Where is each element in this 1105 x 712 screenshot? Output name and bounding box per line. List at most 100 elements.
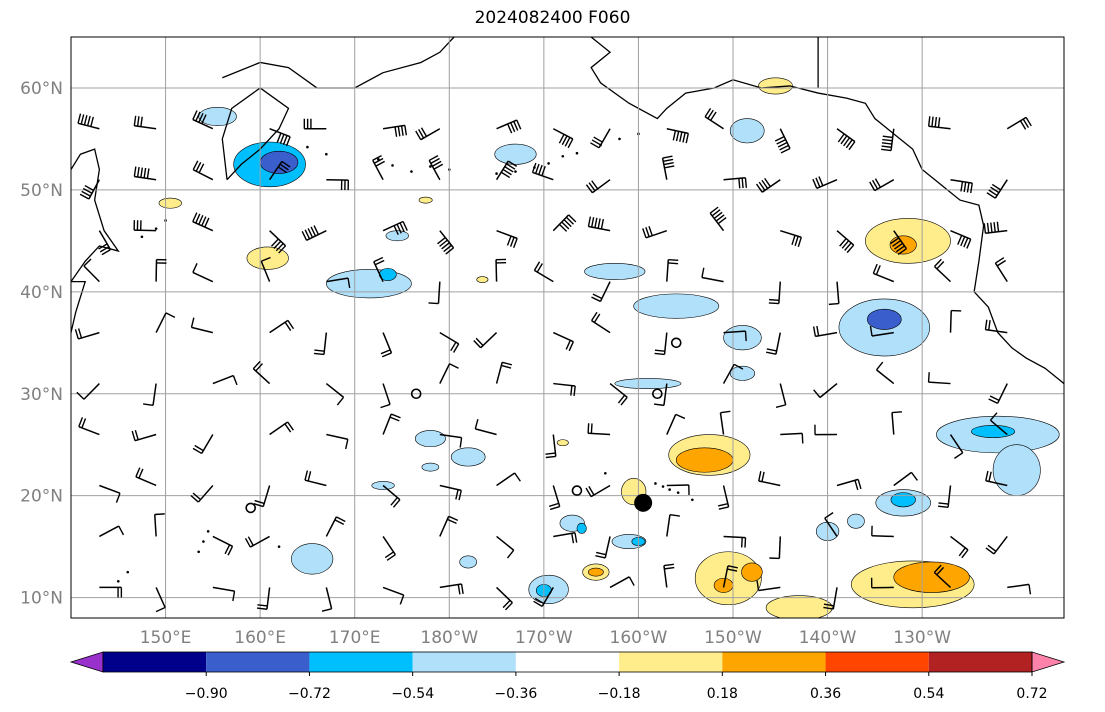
wind-barb bbox=[775, 383, 787, 409]
wind-barb bbox=[768, 281, 782, 305]
island-18 bbox=[140, 235, 144, 239]
wind-barb bbox=[133, 166, 157, 181]
wind-barb bbox=[609, 576, 635, 589]
wind-barb bbox=[587, 216, 611, 232]
wind-barb bbox=[474, 419, 497, 436]
wind-barb bbox=[881, 128, 895, 152]
wind-barb bbox=[439, 363, 459, 384]
wind-barb bbox=[155, 258, 167, 282]
wind-barb bbox=[256, 587, 271, 610]
wind-barb bbox=[950, 229, 972, 249]
wind-barb bbox=[303, 118, 327, 130]
wind-barb bbox=[212, 374, 238, 386]
wind-barb bbox=[76, 383, 100, 400]
wind-barb bbox=[869, 178, 895, 192]
island-25 bbox=[197, 550, 200, 554]
wind-barb bbox=[495, 160, 518, 181]
wind-barb bbox=[192, 434, 214, 455]
wind-barb bbox=[437, 230, 455, 255]
lat-label: 10°N bbox=[20, 589, 63, 609]
wind-barb bbox=[382, 586, 405, 605]
latitude-labels: 10°N 20°N 30°N 40°N 50°N 60°N bbox=[20, 79, 63, 609]
wind-barb bbox=[994, 257, 1008, 283]
wind-barb bbox=[382, 484, 401, 508]
wind-barb bbox=[133, 220, 157, 232]
wind-barb bbox=[983, 221, 1008, 234]
wind-barb bbox=[253, 485, 271, 508]
wind-barb bbox=[252, 360, 271, 385]
wind-barb bbox=[812, 325, 838, 338]
wind-barb bbox=[548, 485, 561, 511]
wind-barb bbox=[666, 513, 680, 537]
wind-barb bbox=[780, 432, 804, 444]
wind-barb bbox=[723, 330, 747, 342]
colorbar-tick-label: 0.18 bbox=[707, 686, 738, 702]
wind-barb bbox=[780, 229, 802, 247]
island-7 bbox=[618, 137, 621, 141]
wind-barb bbox=[609, 382, 628, 406]
wind-barb bbox=[869, 325, 894, 337]
wind-barb bbox=[949, 434, 964, 459]
wind-barb bbox=[212, 535, 234, 556]
anomaly-region-21 bbox=[847, 513, 865, 529]
island-12 bbox=[391, 164, 394, 167]
wind-barb bbox=[766, 332, 782, 355]
wind-barb bbox=[828, 281, 840, 306]
wind-barb bbox=[654, 332, 668, 356]
wind-barb bbox=[380, 332, 393, 358]
island-19 bbox=[654, 482, 657, 485]
lon-label: 170°W bbox=[515, 628, 573, 648]
island-14 bbox=[325, 152, 328, 156]
wind-barb bbox=[99, 586, 123, 598]
wind-barb bbox=[260, 256, 271, 282]
wind-barb bbox=[192, 212, 214, 232]
wind-barb bbox=[325, 516, 346, 537]
anomaly-region-52 bbox=[556, 439, 569, 447]
anomaly-region-16 bbox=[992, 444, 1041, 496]
wind-barb bbox=[585, 179, 611, 194]
anomaly-region-43 bbox=[893, 561, 970, 593]
wind-barb bbox=[553, 382, 576, 397]
wind-barb bbox=[722, 565, 738, 588]
anomaly-region-14 bbox=[866, 308, 902, 330]
wind-barb bbox=[382, 220, 408, 236]
wind-barb bbox=[709, 206, 727, 232]
wind-barb bbox=[495, 258, 507, 282]
calm-wind-circle bbox=[410, 388, 422, 400]
wind-barb bbox=[949, 309, 962, 333]
wind-barb bbox=[666, 484, 690, 496]
wind-barb bbox=[192, 160, 214, 181]
wind-barb bbox=[938, 485, 952, 509]
wind-barb bbox=[313, 332, 328, 356]
wind-barb bbox=[985, 536, 1008, 555]
lon-label: 160°W bbox=[610, 628, 668, 648]
storm-center-marker bbox=[634, 493, 653, 512]
wind-barb bbox=[722, 363, 744, 384]
wind-barb bbox=[382, 413, 401, 435]
wind-barb bbox=[585, 484, 611, 498]
anomaly-region-9 bbox=[614, 378, 682, 389]
wind-barb bbox=[989, 412, 1008, 436]
colorbar-segment bbox=[619, 652, 723, 672]
wind-barb bbox=[326, 433, 349, 450]
anomaly-region-3 bbox=[326, 269, 412, 299]
wind-barb bbox=[984, 319, 1008, 334]
colorbar-high-extend bbox=[1031, 651, 1066, 673]
wind-barb bbox=[553, 532, 578, 544]
lon-label: 130°W bbox=[893, 628, 951, 648]
wind-barb bbox=[325, 382, 345, 406]
anomaly-region-1 bbox=[259, 150, 299, 174]
wind-barb bbox=[496, 119, 522, 134]
wind-barb bbox=[382, 124, 408, 137]
lat-label: 30°N bbox=[20, 385, 63, 405]
wind-barb bbox=[439, 583, 464, 595]
wind-barb bbox=[985, 470, 1008, 487]
wind-barb bbox=[755, 177, 781, 193]
wind-barb bbox=[439, 331, 460, 353]
island-0 bbox=[495, 172, 498, 175]
wind-barb bbox=[666, 128, 689, 144]
island-27 bbox=[206, 530, 210, 533]
wind-barb bbox=[83, 258, 100, 283]
wind-barb bbox=[192, 110, 214, 130]
wind-barb bbox=[950, 178, 973, 194]
